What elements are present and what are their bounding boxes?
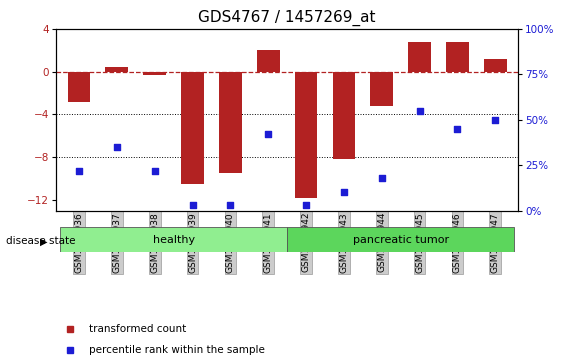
Point	[377, 175, 386, 181]
Bar	[219, 72, 242, 173]
Point	[453, 126, 462, 132]
Point	[226, 202, 235, 208]
Point	[74, 168, 83, 174]
Bar	[60, 227, 287, 252]
Bar	[333, 72, 355, 159]
Point	[339, 189, 348, 195]
Bar	[144, 72, 166, 75]
Point	[150, 168, 159, 174]
Bar	[181, 72, 204, 184]
Point	[415, 108, 424, 114]
Bar	[287, 227, 514, 252]
Bar	[370, 72, 393, 106]
Point	[188, 202, 197, 208]
Bar	[105, 68, 128, 72]
Point	[302, 202, 311, 208]
Text: pancreatic tumor: pancreatic tumor	[352, 234, 449, 245]
Text: healthy: healthy	[153, 234, 195, 245]
Bar	[484, 59, 507, 72]
Bar	[408, 42, 431, 72]
Bar	[68, 72, 90, 102]
Bar	[446, 42, 469, 72]
Bar	[257, 50, 280, 72]
Text: ▶: ▶	[41, 236, 48, 246]
Point	[113, 144, 122, 150]
Text: percentile rank within the sample: percentile rank within the sample	[88, 345, 265, 355]
Bar	[294, 72, 318, 198]
Point	[263, 131, 272, 137]
Point	[491, 117, 500, 123]
Text: transformed count: transformed count	[88, 324, 186, 334]
Text: disease state: disease state	[6, 236, 75, 246]
Title: GDS4767 / 1457269_at: GDS4767 / 1457269_at	[198, 10, 376, 26]
